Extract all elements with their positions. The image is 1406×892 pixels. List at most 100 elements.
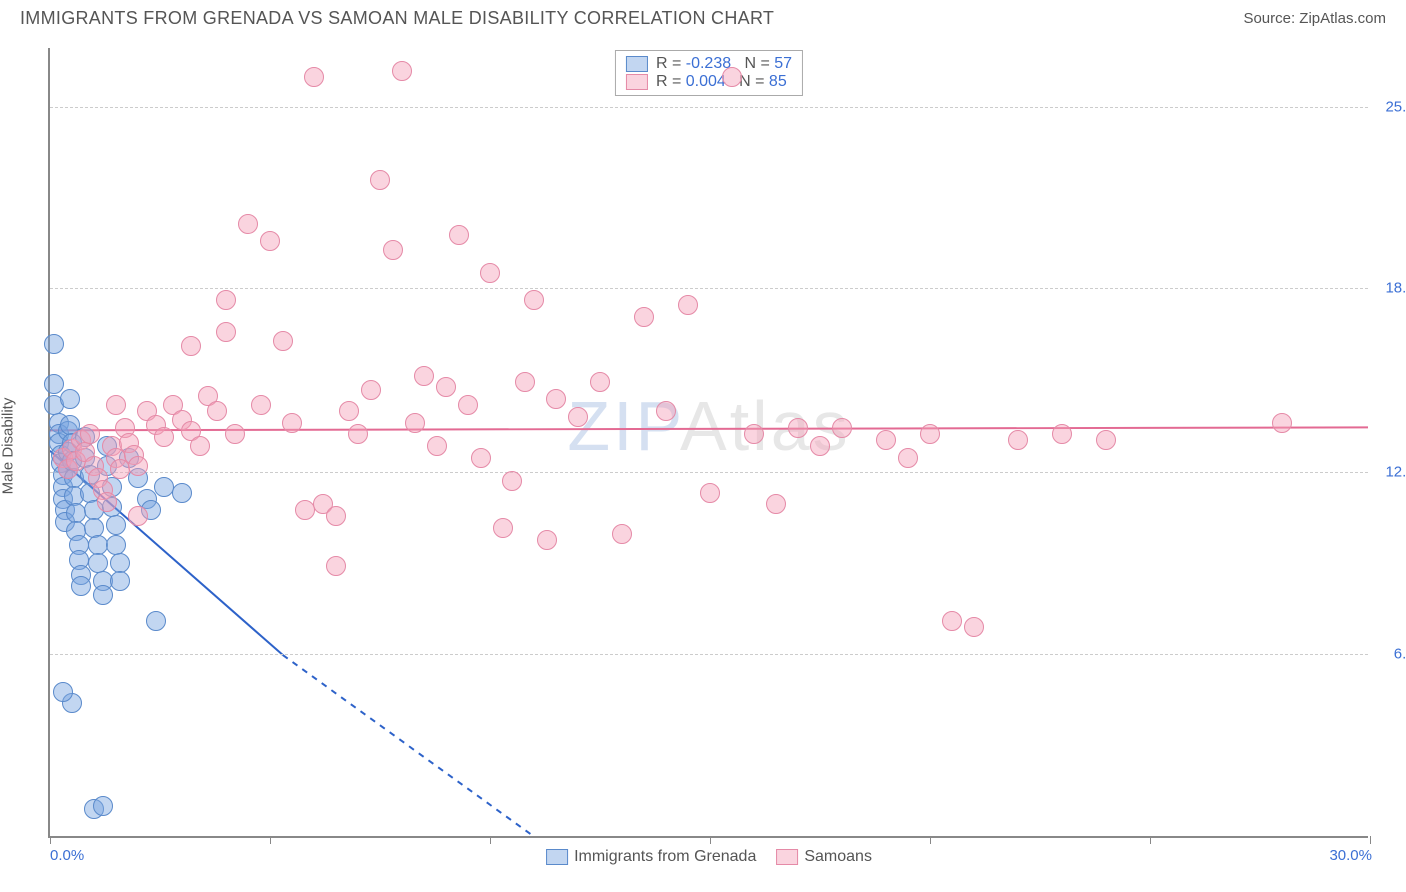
scatter-point-samoans (744, 424, 764, 444)
scatter-point-grenada (71, 576, 91, 596)
scatter-point-samoans (370, 170, 390, 190)
x-tick (1370, 836, 1371, 844)
scatter-point-samoans (480, 263, 500, 283)
legend-swatch-icon (546, 849, 568, 865)
trendlines-layer (50, 48, 1368, 836)
scatter-point-samoans (190, 436, 210, 456)
scatter-point-samoans (634, 307, 654, 327)
trendline (283, 655, 533, 836)
scatter-point-samoans (436, 377, 456, 397)
scatter-point-samoans (788, 418, 808, 438)
scatter-point-samoans (251, 395, 271, 415)
legend-swatch-icon (626, 74, 648, 90)
scatter-point-samoans (97, 492, 117, 512)
scatter-point-samoans (207, 401, 227, 421)
scatter-point-samoans (361, 380, 381, 400)
scatter-point-samoans (392, 61, 412, 81)
scatter-point-samoans (260, 231, 280, 251)
legend-item-label: Immigrants from Grenada (574, 848, 756, 866)
scatter-point-samoans (216, 290, 236, 310)
header: IMMIGRANTS FROM GRENADA VS SAMOAN MALE D… (0, 0, 1406, 33)
scatter-point-samoans (920, 424, 940, 444)
scatter-point-samoans (106, 395, 126, 415)
scatter-point-samoans (568, 407, 588, 427)
gridline (50, 472, 1368, 473)
x-tick-label: 30.0% (1329, 847, 1372, 864)
scatter-point-samoans (282, 413, 302, 433)
scatter-point-samoans (273, 331, 293, 351)
legend-item: Immigrants from Grenada (546, 848, 756, 866)
scatter-point-samoans (700, 483, 720, 503)
scatter-point-samoans (898, 448, 918, 468)
y-tick-label: 18.8% (1373, 279, 1406, 296)
scatter-point-samoans (383, 240, 403, 260)
scatter-point-grenada (44, 334, 64, 354)
scatter-point-samoans (524, 290, 544, 310)
x-tick (710, 836, 711, 844)
scatter-point-samoans (304, 67, 324, 87)
y-axis-label: Male Disability (0, 398, 17, 495)
scatter-point-samoans (405, 413, 425, 433)
scatter-point-samoans (449, 225, 469, 245)
scatter-point-samoans (656, 401, 676, 421)
scatter-point-samoans (1008, 430, 1028, 450)
legend-swatch-icon (776, 849, 798, 865)
scatter-point-samoans (128, 506, 148, 526)
scatter-point-samoans (810, 436, 830, 456)
scatter-point-samoans (1052, 424, 1072, 444)
scatter-point-samoans (154, 427, 174, 447)
scatter-point-grenada (106, 515, 126, 535)
scatter-point-grenada (110, 571, 130, 591)
scatter-point-samoans (181, 336, 201, 356)
legend-row-grenada: R = -0.238 N = 57 (626, 55, 792, 73)
scatter-point-samoans (537, 530, 557, 550)
scatter-point-samoans (458, 395, 478, 415)
scatter-point-samoans (590, 372, 610, 392)
legend-row-samoans: R = 0.004 N = 85 (626, 73, 792, 91)
scatter-point-samoans (348, 424, 368, 444)
scatter-point-samoans (326, 506, 346, 526)
scatter-chart: ZIPAtlas R = -0.238 N = 57R = 0.004 N = … (48, 48, 1368, 838)
scatter-point-grenada (53, 682, 73, 702)
scatter-point-samoans (612, 524, 632, 544)
scatter-point-samoans (1096, 430, 1116, 450)
x-tick-label: 0.0% (50, 847, 84, 864)
scatter-point-samoans (1272, 413, 1292, 433)
scatter-point-samoans (493, 518, 513, 538)
gridline (50, 107, 1368, 108)
scatter-point-samoans (128, 456, 148, 476)
legend-item: Samoans (776, 848, 872, 866)
scatter-point-samoans (225, 424, 245, 444)
scatter-point-grenada (93, 796, 113, 816)
y-tick-label: 6.3% (1373, 645, 1406, 662)
legend-item-label: Samoans (804, 848, 872, 866)
x-tick (270, 836, 271, 844)
x-tick (930, 836, 931, 844)
scatter-point-samoans (471, 448, 491, 468)
source-label: Source: ZipAtlas.com (1243, 10, 1386, 27)
gridline (50, 288, 1368, 289)
legend-swatch-icon (626, 56, 648, 72)
watermark: ZIPAtlas (567, 386, 850, 466)
gridline (50, 654, 1368, 655)
scatter-point-grenada (146, 611, 166, 631)
scatter-point-grenada (93, 585, 113, 605)
series-legend: Immigrants from Grenada Samoans (546, 848, 872, 866)
x-tick (490, 836, 491, 844)
y-tick-label: 12.5% (1373, 464, 1406, 481)
scatter-point-samoans (546, 389, 566, 409)
scatter-point-samoans (766, 494, 786, 514)
correlation-legend: R = -0.238 N = 57R = 0.004 N = 85 (615, 50, 803, 96)
scatter-point-samoans (678, 295, 698, 315)
scatter-point-samoans (832, 418, 852, 438)
scatter-point-samoans (964, 617, 984, 637)
scatter-point-samoans (722, 67, 742, 87)
scatter-point-grenada (60, 389, 80, 409)
scatter-point-samoans (339, 401, 359, 421)
scatter-point-samoans (414, 366, 434, 386)
scatter-point-samoans (326, 556, 346, 576)
scatter-point-samoans (216, 322, 236, 342)
watermark-part1: ZIP (567, 387, 680, 465)
scatter-point-samoans (502, 471, 522, 491)
trendline (50, 427, 1368, 430)
